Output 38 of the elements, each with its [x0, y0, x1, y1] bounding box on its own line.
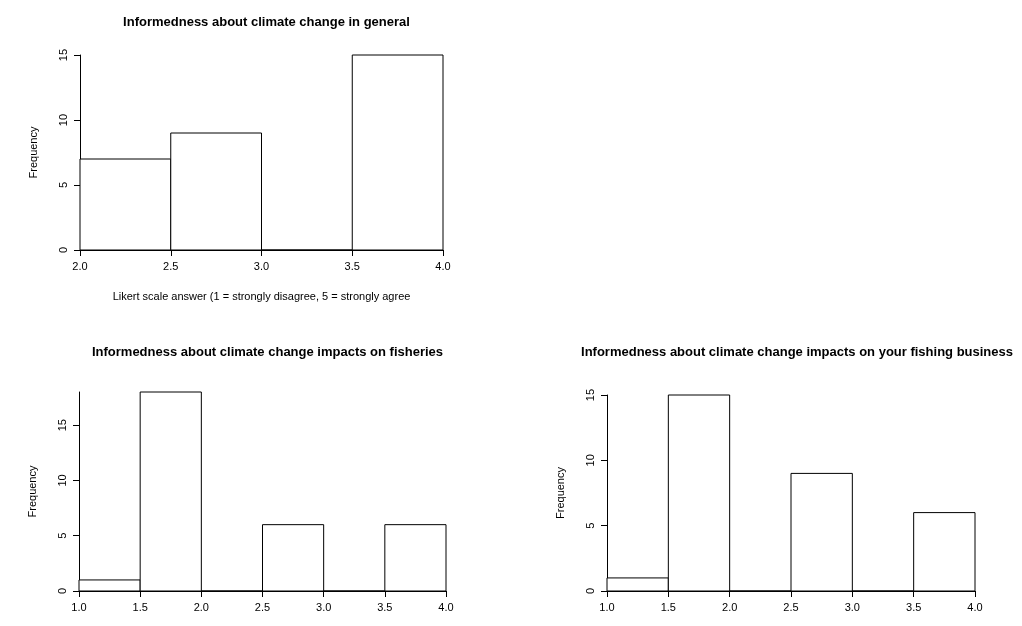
y-tick-label: 0: [583, 587, 596, 595]
x-tick-label: 3.5: [906, 600, 922, 613]
x-tick-label: 2.0: [72, 259, 88, 272]
x-tick-label: 1.5: [660, 600, 676, 613]
x-tick-label: 3.0: [844, 600, 860, 613]
y-tick-label: 10: [583, 454, 596, 467]
x-tick-label: 3.5: [344, 259, 360, 272]
x-tick-label: 2.5: [254, 600, 271, 613]
y-tick-label: 10: [55, 474, 68, 487]
x-tick-label: 1.5: [132, 600, 148, 613]
x-tick-label: 4.0: [438, 600, 454, 613]
chart-title: Informedness about climate change impacts on your fishing business: [581, 344, 1014, 359]
y-axis-title: Frequency: [553, 466, 566, 519]
x-tick-label: 4.0: [435, 259, 451, 272]
y-tick-label: 15: [583, 388, 596, 402]
chart-title: Informedness about climate change impacts on fisheries: [91, 344, 444, 359]
x-axis-title: Likert scale answer (1 = strongly disagree, 5 = strongly agree: [112, 289, 411, 302]
x-tick-label: 2.0: [722, 600, 738, 613]
x-tick-label: 3.0: [316, 600, 332, 613]
y-tick-label: 10: [56, 113, 69, 127]
y-tick-label: 0: [56, 246, 69, 254]
x-tick-label: 3.0: [253, 259, 270, 272]
y-tick-label: 5: [583, 522, 596, 529]
x-tick-label: 3.5: [377, 600, 393, 613]
y-tick-label: 0: [55, 587, 68, 595]
x-tick-label: 2.5: [163, 259, 179, 272]
y-tick-label: 5: [55, 532, 68, 539]
y-tick-label: 15: [55, 419, 68, 432]
x-tick-label: 2.5: [783, 600, 799, 613]
x-tick-label: 1.0: [599, 600, 615, 613]
y-axis-title: Frequency: [25, 465, 38, 518]
y-tick-label: 15: [56, 48, 69, 62]
chart-title: Informedness about climate change in general: [123, 14, 410, 29]
y-axis-title: Frequency: [26, 126, 39, 179]
x-tick-label: 4.0: [967, 600, 983, 613]
y-tick-label: 5: [56, 181, 69, 189]
x-tick-label: 2.0: [193, 600, 209, 613]
x-tick-label: 1.0: [71, 600, 87, 613]
